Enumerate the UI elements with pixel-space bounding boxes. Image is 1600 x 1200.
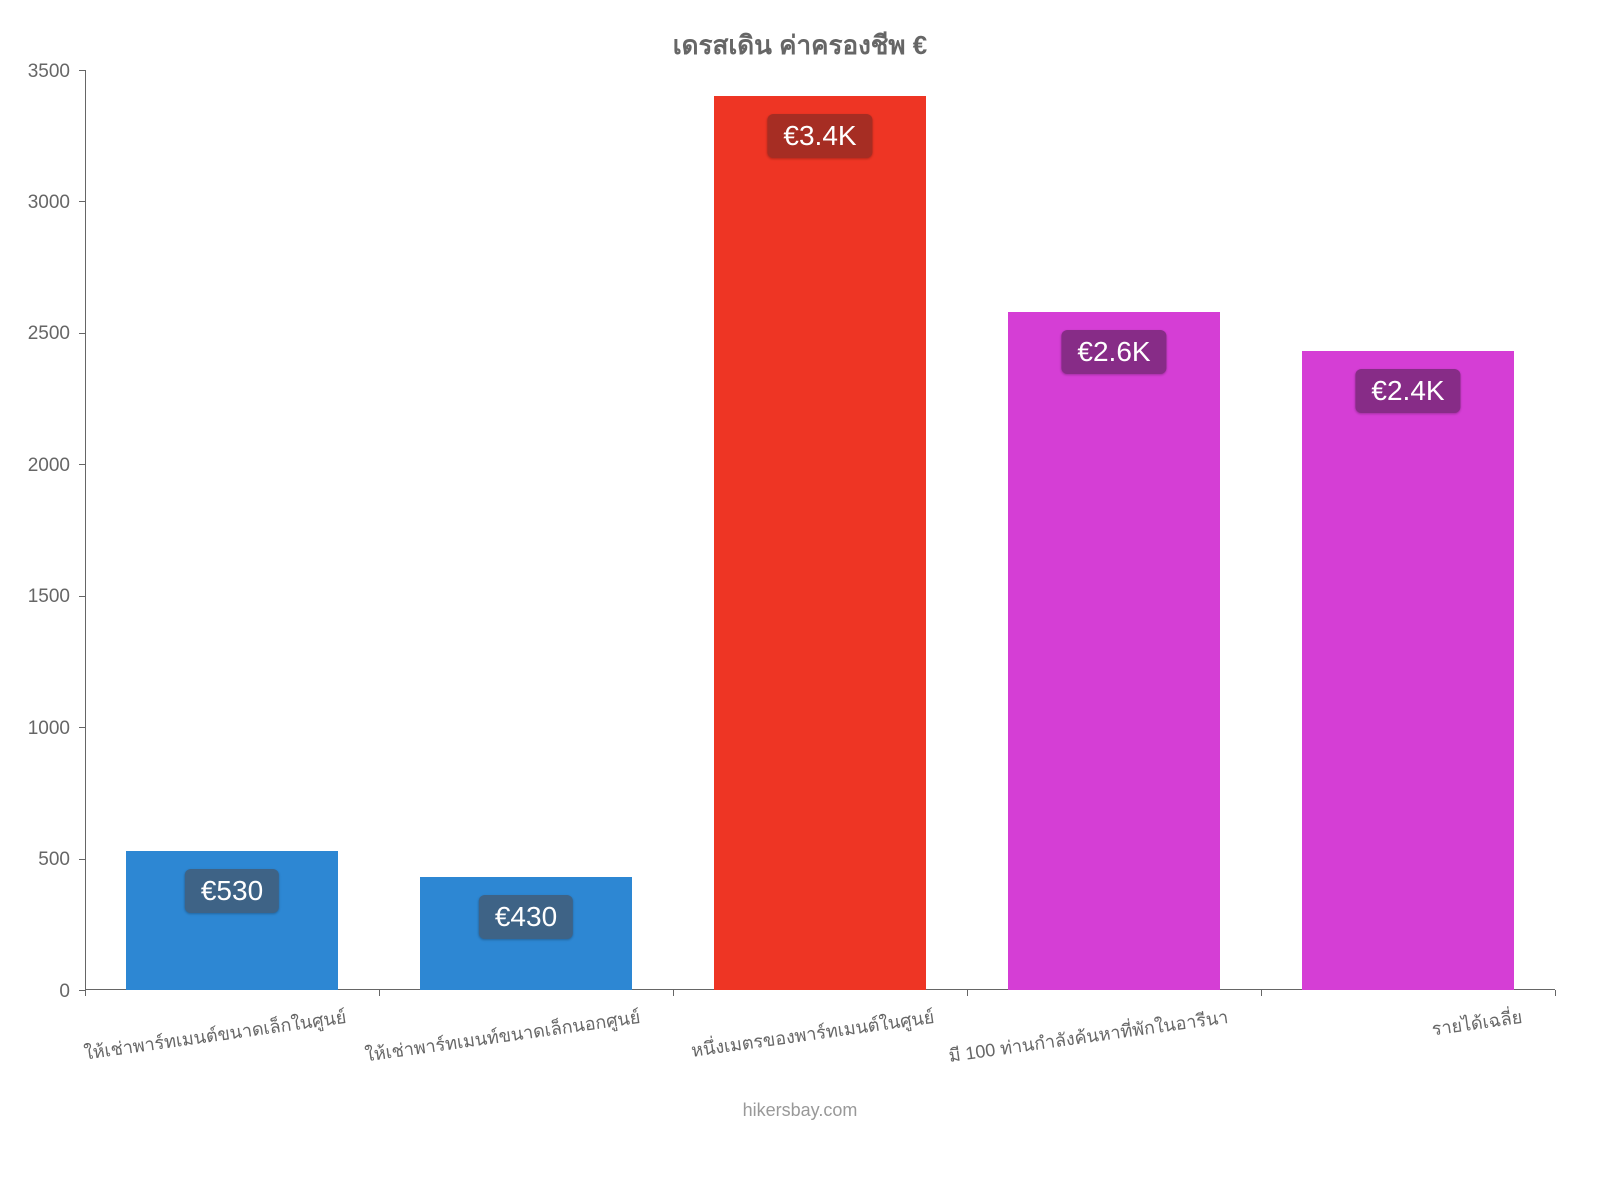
y-tick-label: 1000 <box>0 718 70 740</box>
x-tick-label: หนึ่งเมตรของพาร์ทเมนต์ในศูนย์ <box>689 1002 936 1065</box>
x-tick-label: ให้เช่าพาร์ทเมนต์ขนาดเล็กในศูนย์ <box>82 1002 348 1068</box>
y-tick-mark <box>79 596 85 597</box>
value-badge: €530 <box>185 869 279 913</box>
value-badge: €430 <box>479 895 573 939</box>
attribution-text: hikersbay.com <box>0 1100 1600 1121</box>
x-tick-mark <box>1555 990 1556 996</box>
chart-title: เดรสเดิน ค่าครองชีพ € <box>0 25 1600 66</box>
y-tick-label: 2000 <box>0 455 70 477</box>
x-tick-mark <box>85 990 86 996</box>
y-tick-label: 3500 <box>0 61 70 83</box>
value-badge: €2.6K <box>1061 330 1166 374</box>
y-tick-mark <box>79 201 85 202</box>
y-tick-label: 2500 <box>0 323 70 345</box>
y-tick-label: 1500 <box>0 586 70 608</box>
bar <box>1008 312 1220 990</box>
y-tick-mark <box>79 464 85 465</box>
y-tick-label: 3000 <box>0 192 70 214</box>
value-badge: €2.4K <box>1355 369 1460 413</box>
value-badge: €3.4K <box>767 114 872 158</box>
y-tick-mark <box>79 70 85 71</box>
x-tick-mark <box>1261 990 1262 996</box>
y-tick-mark <box>79 333 85 334</box>
x-tick-mark <box>379 990 380 996</box>
x-tick-label: มี 100 ท่านกำลังค้นหาที่พักในอารีนา <box>946 1002 1229 1070</box>
x-tick-label: รายได้เฉลี่ย <box>1430 1002 1524 1043</box>
x-tick-mark <box>967 990 968 996</box>
y-tick-mark <box>79 727 85 728</box>
x-tick-mark <box>673 990 674 996</box>
chart-container: เดรสเดิน ค่าครองชีพ € hikersbay.com 0 500… <box>0 0 1600 1200</box>
bar <box>714 96 926 990</box>
x-tick-label: ให้เช่าพาร์ทเมนท์ขนาดเล็กนอกศูนย์ <box>363 1002 642 1069</box>
bar <box>1302 351 1514 990</box>
y-tick-label: 0 <box>0 981 70 1003</box>
y-tick-label: 500 <box>0 849 70 871</box>
y-tick-mark <box>79 859 85 860</box>
